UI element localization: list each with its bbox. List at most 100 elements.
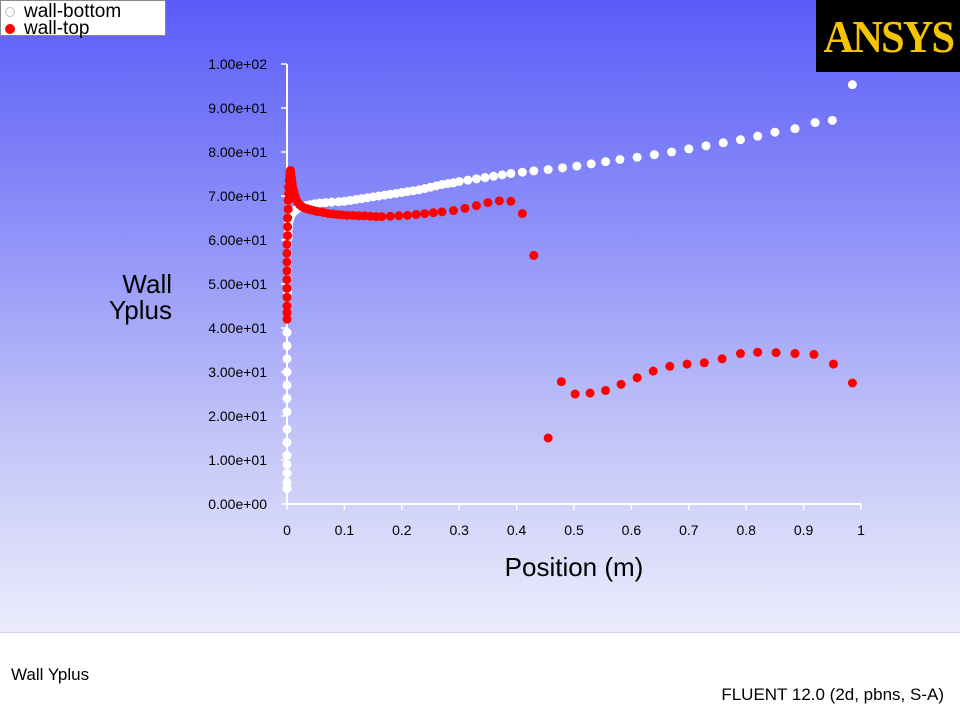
wall-top-point: [282, 292, 292, 302]
wall-top-point: [282, 308, 292, 318]
ansys-logo: ANSYS: [816, 0, 960, 72]
wall-top-point: [283, 204, 293, 214]
wall-bottom-point: [282, 380, 292, 390]
x-tick-label: 0.8: [736, 522, 756, 538]
x-tick-label: 0.5: [564, 522, 584, 538]
series-wall-bottom: [282, 80, 857, 494]
wall-top-point: [282, 283, 292, 293]
series-wall-top: [282, 165, 857, 443]
wall-bottom-point: [558, 163, 568, 173]
wall-bottom-point: [282, 468, 292, 478]
wall-top-marker-icon: [5, 24, 15, 34]
wall-bottom-point: [282, 327, 292, 337]
wall-bottom-point: [847, 80, 857, 90]
x-tick-label: 0.4: [507, 522, 527, 538]
wall-bottom-point: [718, 138, 728, 148]
y-axis-label-line1: Wall: [122, 269, 172, 299]
solver-version: FLUENT 12.0 (2d, pbns, S-A): [721, 685, 944, 704]
y-tick-label: 4.00e+01: [208, 320, 267, 336]
wall-top-point: [282, 266, 292, 276]
wall-bottom-point: [827, 115, 837, 125]
wall-bottom-point: [282, 367, 292, 377]
wall-top-point: [282, 257, 292, 267]
x-tick-label: 0.9: [794, 522, 814, 538]
y-tick-label: 1.00e+02: [208, 56, 267, 72]
wall-top-point: [483, 198, 493, 208]
wall-top-point: [771, 348, 781, 358]
wall-bottom-point: [632, 152, 642, 162]
wall-top-point: [377, 212, 387, 222]
wall-top-point: [385, 211, 395, 221]
wall-top-point: [282, 275, 292, 285]
wall-top-point: [282, 239, 292, 249]
wall-yplus-chart: 0.00e+00 1.00e+01 2.00e+01 3.00e+01 4.00e+01…: [109, 56, 865, 582]
wall-top-point: [665, 361, 675, 371]
wall-bottom-point: [684, 144, 694, 154]
wall-top-point: [420, 209, 430, 219]
legend-label-wall-bottom: wall-bottom: [24, 1, 122, 22]
wall-top-point: [494, 196, 504, 206]
wall-top-point: [460, 203, 470, 213]
wall-top-point: [283, 195, 293, 205]
wall-bottom-point: [282, 451, 292, 461]
y-tick-label: 9.00e+01: [208, 100, 267, 116]
wall-top-point: [616, 379, 626, 389]
wall-bottom-point: [586, 159, 596, 169]
wall-bottom-point: [489, 171, 499, 181]
y-tick-label: 7.00e+01: [208, 188, 267, 204]
wall-bottom-point: [282, 424, 292, 434]
wall-bottom-point: [282, 341, 292, 351]
wall-bottom-point: [282, 354, 292, 364]
wall-top-point: [585, 388, 595, 398]
wall-top-point: [282, 301, 292, 311]
wall-top-point: [448, 206, 458, 216]
x-tick-label: 1: [857, 522, 865, 538]
wall-bottom-point: [529, 166, 539, 176]
legend-item-wall-top: wall-top: [5, 18, 90, 39]
ansys-logo-text: ANSYS: [823, 10, 954, 62]
wall-top-point: [403, 210, 413, 220]
wall-bottom-point: [601, 157, 611, 167]
wall-top-point: [601, 385, 611, 395]
wall-top-point: [471, 201, 481, 211]
wall-bottom-point: [701, 141, 711, 151]
wall-top-point: [790, 349, 800, 359]
wall-bottom-point: [497, 170, 507, 180]
x-tick-label: 0.6: [622, 522, 642, 538]
wall-top-point: [682, 359, 692, 369]
x-tick-label: 0.2: [392, 522, 412, 538]
axes: 0.00e+00 1.00e+01 2.00e+01 3.00e+01 4.00e+01…: [208, 56, 865, 538]
wall-top-point: [506, 196, 516, 206]
legend-item-wall-bottom: wall-bottom: [5, 1, 122, 22]
wall-bottom-point: [282, 484, 292, 494]
wall-bottom-point: [735, 135, 745, 145]
wall-bottom-point: [543, 165, 553, 175]
y-tick-label: 1.00e+01: [208, 452, 267, 468]
y-tick-label: 5.00e+01: [208, 276, 267, 292]
wall-top-point: [282, 314, 292, 324]
legend-label-wall-top: wall-top: [24, 18, 90, 39]
wall-bottom-point: [506, 169, 516, 179]
wall-top-point: [411, 209, 421, 219]
y-tick-label: 0.00e+00: [208, 496, 267, 512]
wall-bottom-marker-icon: [5, 7, 15, 17]
y-tick-label: 2.00e+01: [208, 408, 267, 424]
wall-bottom-point: [667, 147, 677, 157]
y-tick-label: 3.00e+01: [208, 364, 267, 380]
wall-top-point: [717, 354, 727, 364]
wall-top-point: [809, 349, 819, 359]
wall-top-point: [735, 349, 745, 359]
plot-area: 0.00e+00 1.00e+01 2.00e+01 3.00e+01 4.00e+01…: [0, 0, 960, 632]
wall-top-point: [570, 389, 580, 399]
wall-bottom-point: [615, 154, 625, 164]
wall-bottom-point: [471, 174, 481, 184]
wall-top-point: [428, 208, 438, 218]
wall-bottom-point: [282, 477, 292, 487]
wall-top-point: [648, 366, 658, 376]
wall-top-point: [394, 211, 404, 221]
wall-bottom-point: [282, 407, 292, 417]
x-tick-label: 0.1: [335, 522, 355, 538]
footer-panel: Wall Yplus FLUENT 12.0 (2d, pbns, S-A): [0, 632, 960, 721]
wall-bottom-point: [282, 459, 292, 469]
wall-bottom-point: [649, 150, 659, 160]
